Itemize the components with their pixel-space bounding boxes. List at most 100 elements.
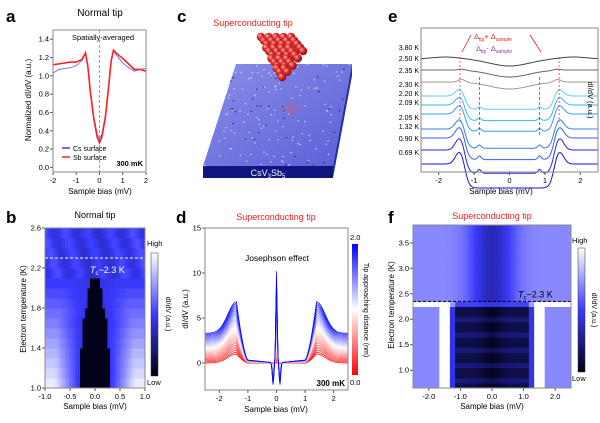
heatmap-cell	[526, 357, 530, 364]
heatmap-cell	[117, 258, 121, 269]
heatmap-cell	[426, 326, 430, 333]
heatmap-cell	[413, 301, 417, 307]
heatmap-cell	[80, 268, 83, 279]
heatmap-cell	[418, 362, 422, 369]
heatmap-cell	[523, 352, 527, 358]
heatmap-cell	[135, 378, 138, 389]
heatmap-cell	[455, 270, 459, 277]
heatmap-cell	[531, 270, 535, 277]
heatmap-cell	[507, 377, 511, 384]
heatmap-cell	[473, 311, 477, 318]
heatmap-cell	[505, 281, 509, 287]
heatmap-cell	[415, 377, 419, 384]
heatmap-cell	[465, 352, 469, 358]
surface-atom	[327, 140, 329, 142]
heatmap-cell	[568, 331, 572, 338]
heatmap-cell	[510, 260, 514, 267]
heatmap-cell	[140, 298, 143, 309]
heatmap-cell	[520, 311, 525, 318]
heatmap-cell	[549, 255, 554, 262]
heatmap-cell	[60, 378, 63, 389]
heatmap-cell	[431, 306, 435, 313]
heatmap-cell	[563, 342, 567, 348]
heatmap-cell	[70, 348, 73, 359]
panel-b-xtick-label: -0.5	[64, 392, 77, 401]
heatmap-cell	[418, 311, 422, 318]
heatmap-cell	[460, 372, 464, 379]
heatmap-cell	[523, 326, 527, 333]
heatmap-cell	[420, 286, 425, 292]
heatmap-cell	[418, 230, 422, 236]
heatmap-cell	[494, 270, 498, 277]
heatmap-cell	[47, 228, 51, 239]
heatmap-cell	[489, 321, 493, 328]
heatmap-cell	[120, 248, 123, 259]
heatmap-cell	[492, 286, 496, 292]
heatmap-cell	[528, 265, 532, 272]
heatmap-cell	[439, 311, 443, 318]
heatmap-cell	[57, 318, 61, 329]
heatmap-cell	[420, 306, 425, 313]
heatmap-cell	[97, 298, 101, 309]
heatmap-cell	[75, 288, 78, 299]
heatmap-cell	[515, 281, 519, 287]
heatmap-cell	[80, 378, 83, 389]
heatmap-cell	[140, 328, 143, 339]
heatmap-cell	[50, 308, 53, 319]
heatmap-cell	[140, 258, 143, 269]
heatmap-cell	[528, 316, 532, 323]
heatmap-cell	[552, 260, 556, 267]
heatmap-cell	[463, 245, 467, 251]
heatmap-cell	[45, 278, 48, 289]
heatmap-cell	[85, 338, 88, 349]
heatmap-cell	[563, 382, 567, 389]
heatmap-cell	[439, 372, 443, 379]
heatmap-cell	[441, 230, 446, 236]
heatmap-cell	[497, 357, 501, 364]
heatmap-cell	[460, 275, 464, 282]
heatmap-cell	[428, 337, 432, 343]
heatmap-cell	[515, 377, 519, 384]
heatmap-cell	[455, 225, 459, 231]
heatmap-cell	[142, 378, 146, 389]
heatmap-cell	[97, 238, 101, 249]
heatmap-cell	[502, 316, 506, 323]
heatmap-cell	[447, 311, 451, 318]
heatmap-cell	[568, 362, 572, 369]
heatmap-cell	[534, 382, 538, 389]
heatmap-cell	[120, 288, 123, 299]
heatmap-cell	[137, 228, 141, 239]
heatmap-cell	[439, 235, 443, 241]
heatmap-cell	[560, 337, 564, 343]
temperature-label: 2.09 K	[399, 100, 420, 107]
heatmap-cell	[468, 342, 472, 348]
heatmap-cell	[457, 275, 461, 282]
heatmap-cell	[455, 260, 459, 267]
heatmap-cell	[531, 321, 535, 328]
heatmap-cell	[85, 248, 88, 259]
heatmap-cell	[565, 235, 569, 241]
heatmap-cell	[515, 245, 519, 251]
heatmap-cell	[518, 342, 522, 348]
heatmap-cell	[468, 265, 472, 272]
heatmap-cell	[431, 281, 435, 287]
heatmap-cell	[80, 248, 83, 259]
heatmap-cell	[65, 278, 68, 289]
heatmap-cell	[423, 265, 427, 272]
heatmap-cell	[52, 358, 56, 369]
heatmap-cell	[528, 367, 532, 374]
heatmap-cell	[497, 337, 501, 343]
heatmap-cell	[542, 372, 546, 379]
heatmap-cell	[557, 377, 561, 384]
heatmap-cell	[547, 352, 551, 358]
heatmap-cell	[426, 316, 430, 323]
heatmap-cell	[75, 318, 78, 329]
heatmap-cell	[523, 275, 527, 282]
heatmap-cell	[439, 377, 443, 384]
heatmap-cell	[528, 230, 532, 236]
heatmap-cell	[568, 342, 572, 348]
heatmap-cell	[557, 255, 561, 262]
heatmap-cell	[531, 225, 535, 231]
heatmap-cell	[507, 382, 511, 389]
panel-label-f: f	[388, 208, 394, 227]
